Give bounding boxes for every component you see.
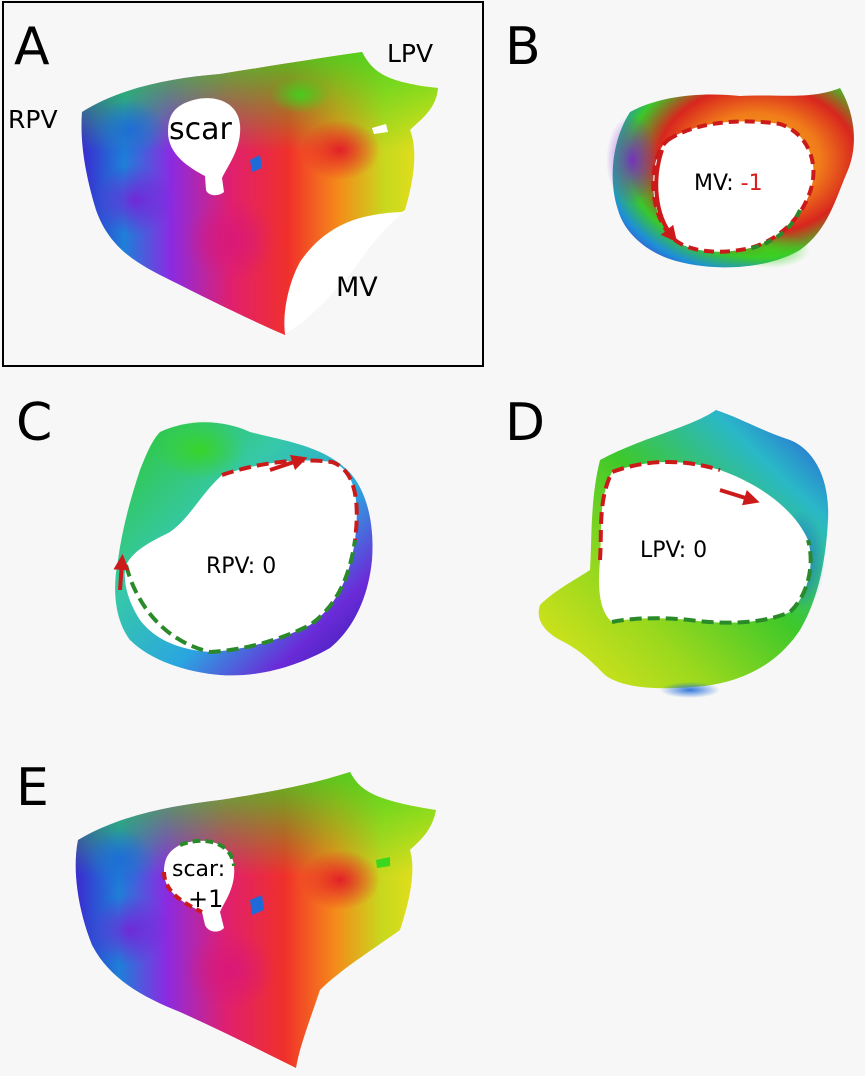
panel-d-letter: D xyxy=(505,393,545,453)
atrium-map-d xyxy=(538,410,829,698)
panel-c-letter: C xyxy=(16,393,52,453)
panel-b-letter: B xyxy=(505,17,541,77)
atrium-map-b xyxy=(606,88,854,268)
label-scar-a: scar xyxy=(169,112,233,147)
panel-a-letter: A xyxy=(14,17,50,77)
panel-b: B MV: -1 xyxy=(505,17,854,268)
label-rpv-a: RPV xyxy=(8,105,58,134)
scar-hole-e xyxy=(164,840,235,932)
panel-a-frame xyxy=(2,1,484,367)
label-mv-b-prefix: MV: xyxy=(694,171,741,196)
panel-d: D LPV: 0 xyxy=(505,393,829,698)
panel-c: C RPV: 0 xyxy=(16,393,373,676)
label-scar-e-index: +1 xyxy=(188,885,223,913)
label-lpv-a: LPV xyxy=(387,39,433,68)
atrium-map-e xyxy=(75,772,436,1068)
label-lpv-d: LPV: 0 xyxy=(640,538,707,563)
label-mv-b: MV: -1 xyxy=(694,171,763,196)
atrium-map-c xyxy=(113,420,373,676)
panel-a: A RPV LPV scar MV xyxy=(2,1,484,367)
atrium-map-a xyxy=(81,52,438,335)
label-mv-b-index: -1 xyxy=(741,171,763,196)
label-scar-e: scar: xyxy=(172,857,225,882)
panel-e-letter: E xyxy=(16,758,49,818)
mv-hole xyxy=(284,212,405,334)
label-rpv-c: RPV: 0 xyxy=(206,554,276,579)
scar-hole xyxy=(168,98,241,196)
panel-e: E scar: +1 xyxy=(16,758,436,1068)
label-mv-a: MV xyxy=(336,272,378,303)
mv-valve-hole xyxy=(653,121,814,252)
rpv-vein-hole xyxy=(124,460,357,652)
